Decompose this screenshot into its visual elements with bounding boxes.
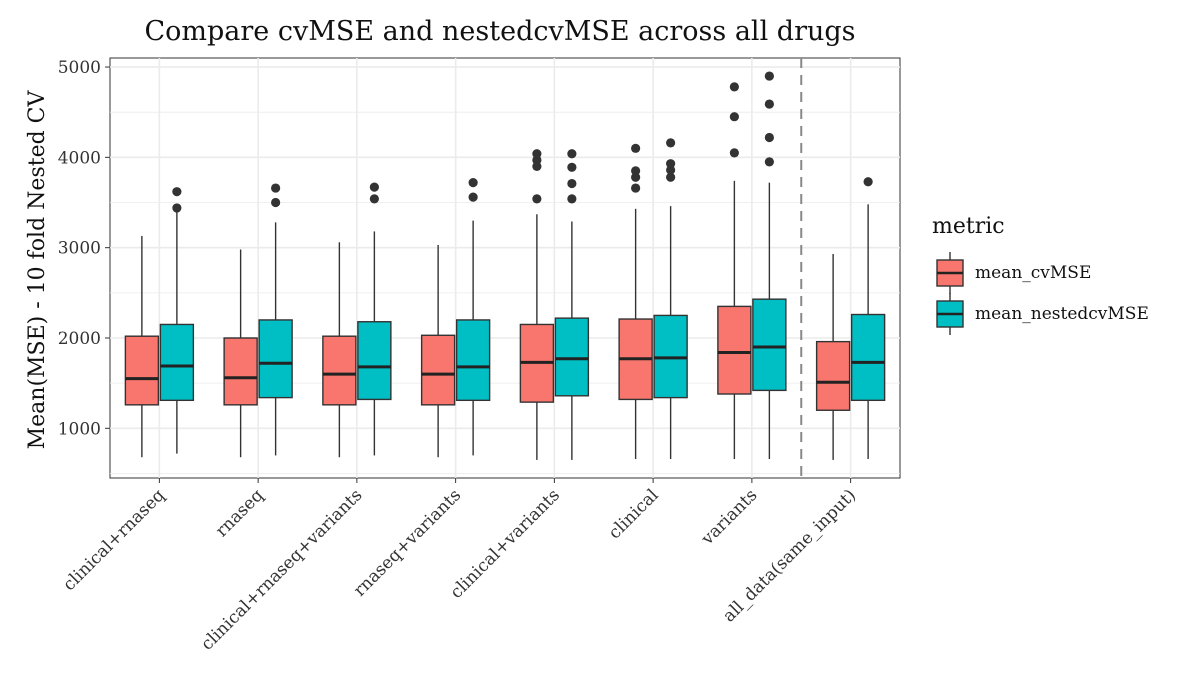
outlier-point — [764, 99, 774, 109]
outlier-point — [863, 177, 873, 187]
box-iqr — [554, 317, 590, 397]
outlier-point — [631, 183, 641, 193]
outlier-point — [666, 172, 676, 182]
y-tick-label: 1000 — [58, 419, 101, 439]
outlier-point — [468, 178, 478, 188]
box-iqr — [357, 321, 392, 401]
legend-label: mean_cvMSE — [975, 263, 1091, 283]
outlier-point — [172, 187, 182, 197]
chart-title: Compare cvMSE and nestedcvMSE across all… — [144, 16, 855, 47]
box-mean_cvMSE-variants — [717, 82, 752, 460]
outlier-point — [532, 149, 542, 159]
box-mean_nestedcvMSE-clinical+variants — [554, 149, 590, 460]
box-iqr — [223, 337, 258, 406]
y-tick-label: 4000 — [58, 148, 101, 168]
box-mean_cvMSE-rnaseq+variants — [420, 244, 456, 458]
x-tick-label: clinical+rnaseq+variants — [197, 485, 366, 654]
x-tick-label: variants — [697, 485, 761, 549]
x-tick-label: rnaseq+variants — [350, 485, 465, 600]
legend-label: mean_nestedcvMSE — [975, 304, 1149, 324]
box-mean_nestedcvMSE-clinical+rnaseq+variants — [357, 182, 392, 456]
outlier-point — [764, 132, 774, 143]
outlier-point — [631, 166, 641, 176]
y-axis-title: Mean(MSE) - 10 fold Nested CV — [25, 90, 50, 450]
y-tick-label: 5000 — [58, 58, 101, 78]
box-iqr — [258, 319, 293, 399]
box-mean_cvMSE-clinical+rnaseq — [124, 235, 160, 458]
box-mean_nestedcvMSE-clinical+rnaseq — [159, 187, 195, 454]
outlier-point — [631, 143, 641, 153]
outlier-point — [369, 182, 379, 192]
outlier-point — [271, 197, 281, 208]
legend: metric mean_cvMSE mean_nestedcvMSE — [932, 214, 1149, 335]
box-mean_nestedcvMSE-clinical — [653, 138, 688, 460]
box-iqr — [322, 335, 357, 406]
outlier-point — [567, 149, 577, 159]
box-mean_cvMSE-clinical+rnaseq+variants — [322, 242, 357, 458]
box-series — [124, 71, 886, 460]
box-mean_cvMSE-all_data(same_input) — [815, 254, 851, 460]
outlier-point — [666, 165, 676, 175]
x-tick-label: clinical+variants — [446, 485, 563, 602]
legend-title: metric — [932, 214, 1005, 239]
box-mean_cvMSE-clinical — [618, 143, 653, 460]
grid — [109, 57, 901, 479]
box-mean_nestedcvMSE-rnaseq+variants — [455, 178, 491, 456]
box-iqr — [124, 335, 160, 406]
box-mean_nestedcvMSE-variants — [752, 71, 787, 460]
panel-border — [109, 57, 901, 479]
outlier-point — [532, 194, 542, 204]
box-iqr — [850, 313, 886, 402]
outlier-point — [666, 138, 676, 148]
outlier-point — [764, 71, 774, 81]
outlier-point — [567, 162, 577, 172]
outlier-point — [666, 159, 676, 169]
box-iqr — [455, 319, 491, 402]
box-mean_cvMSE-rnaseq — [223, 249, 258, 458]
box-mean_nestedcvMSE-rnaseq — [258, 183, 293, 456]
box-iqr — [815, 340, 851, 411]
legend-item-mean_cvMSE: mean_cvMSE — [936, 252, 1091, 294]
outlier-point — [532, 161, 542, 171]
outlier-point — [567, 194, 577, 204]
box-iqr — [159, 323, 195, 402]
outlier-point — [764, 157, 774, 167]
box-mean_nestedcvMSE-all_data(same_input) — [850, 177, 886, 460]
x-tick-label: clinical+rnaseq — [59, 485, 169, 595]
outlier-point — [567, 178, 577, 189]
y-tick-label: 2000 — [58, 329, 101, 349]
box-iqr — [752, 298, 787, 392]
x-tick-label: clinical — [605, 485, 663, 543]
outlier-point — [271, 183, 281, 193]
outlier-point — [729, 82, 739, 92]
outlier-point — [172, 203, 182, 213]
legend-item-mean_nestedcvMSE: mean_nestedcvMSE — [936, 293, 1149, 335]
outlier-point — [532, 155, 542, 165]
y-tick-label: 3000 — [58, 239, 101, 259]
x-tick-label: rnaseq — [212, 485, 268, 541]
outlier-point — [729, 148, 739, 158]
box-iqr — [420, 334, 456, 406]
outlier-point — [369, 194, 379, 204]
box-mean_cvMSE-clinical+variants — [519, 149, 555, 460]
outlier-point — [729, 112, 739, 122]
box-iqr — [717, 305, 752, 395]
outlier-point — [468, 192, 478, 202]
outlier-point — [631, 172, 641, 182]
